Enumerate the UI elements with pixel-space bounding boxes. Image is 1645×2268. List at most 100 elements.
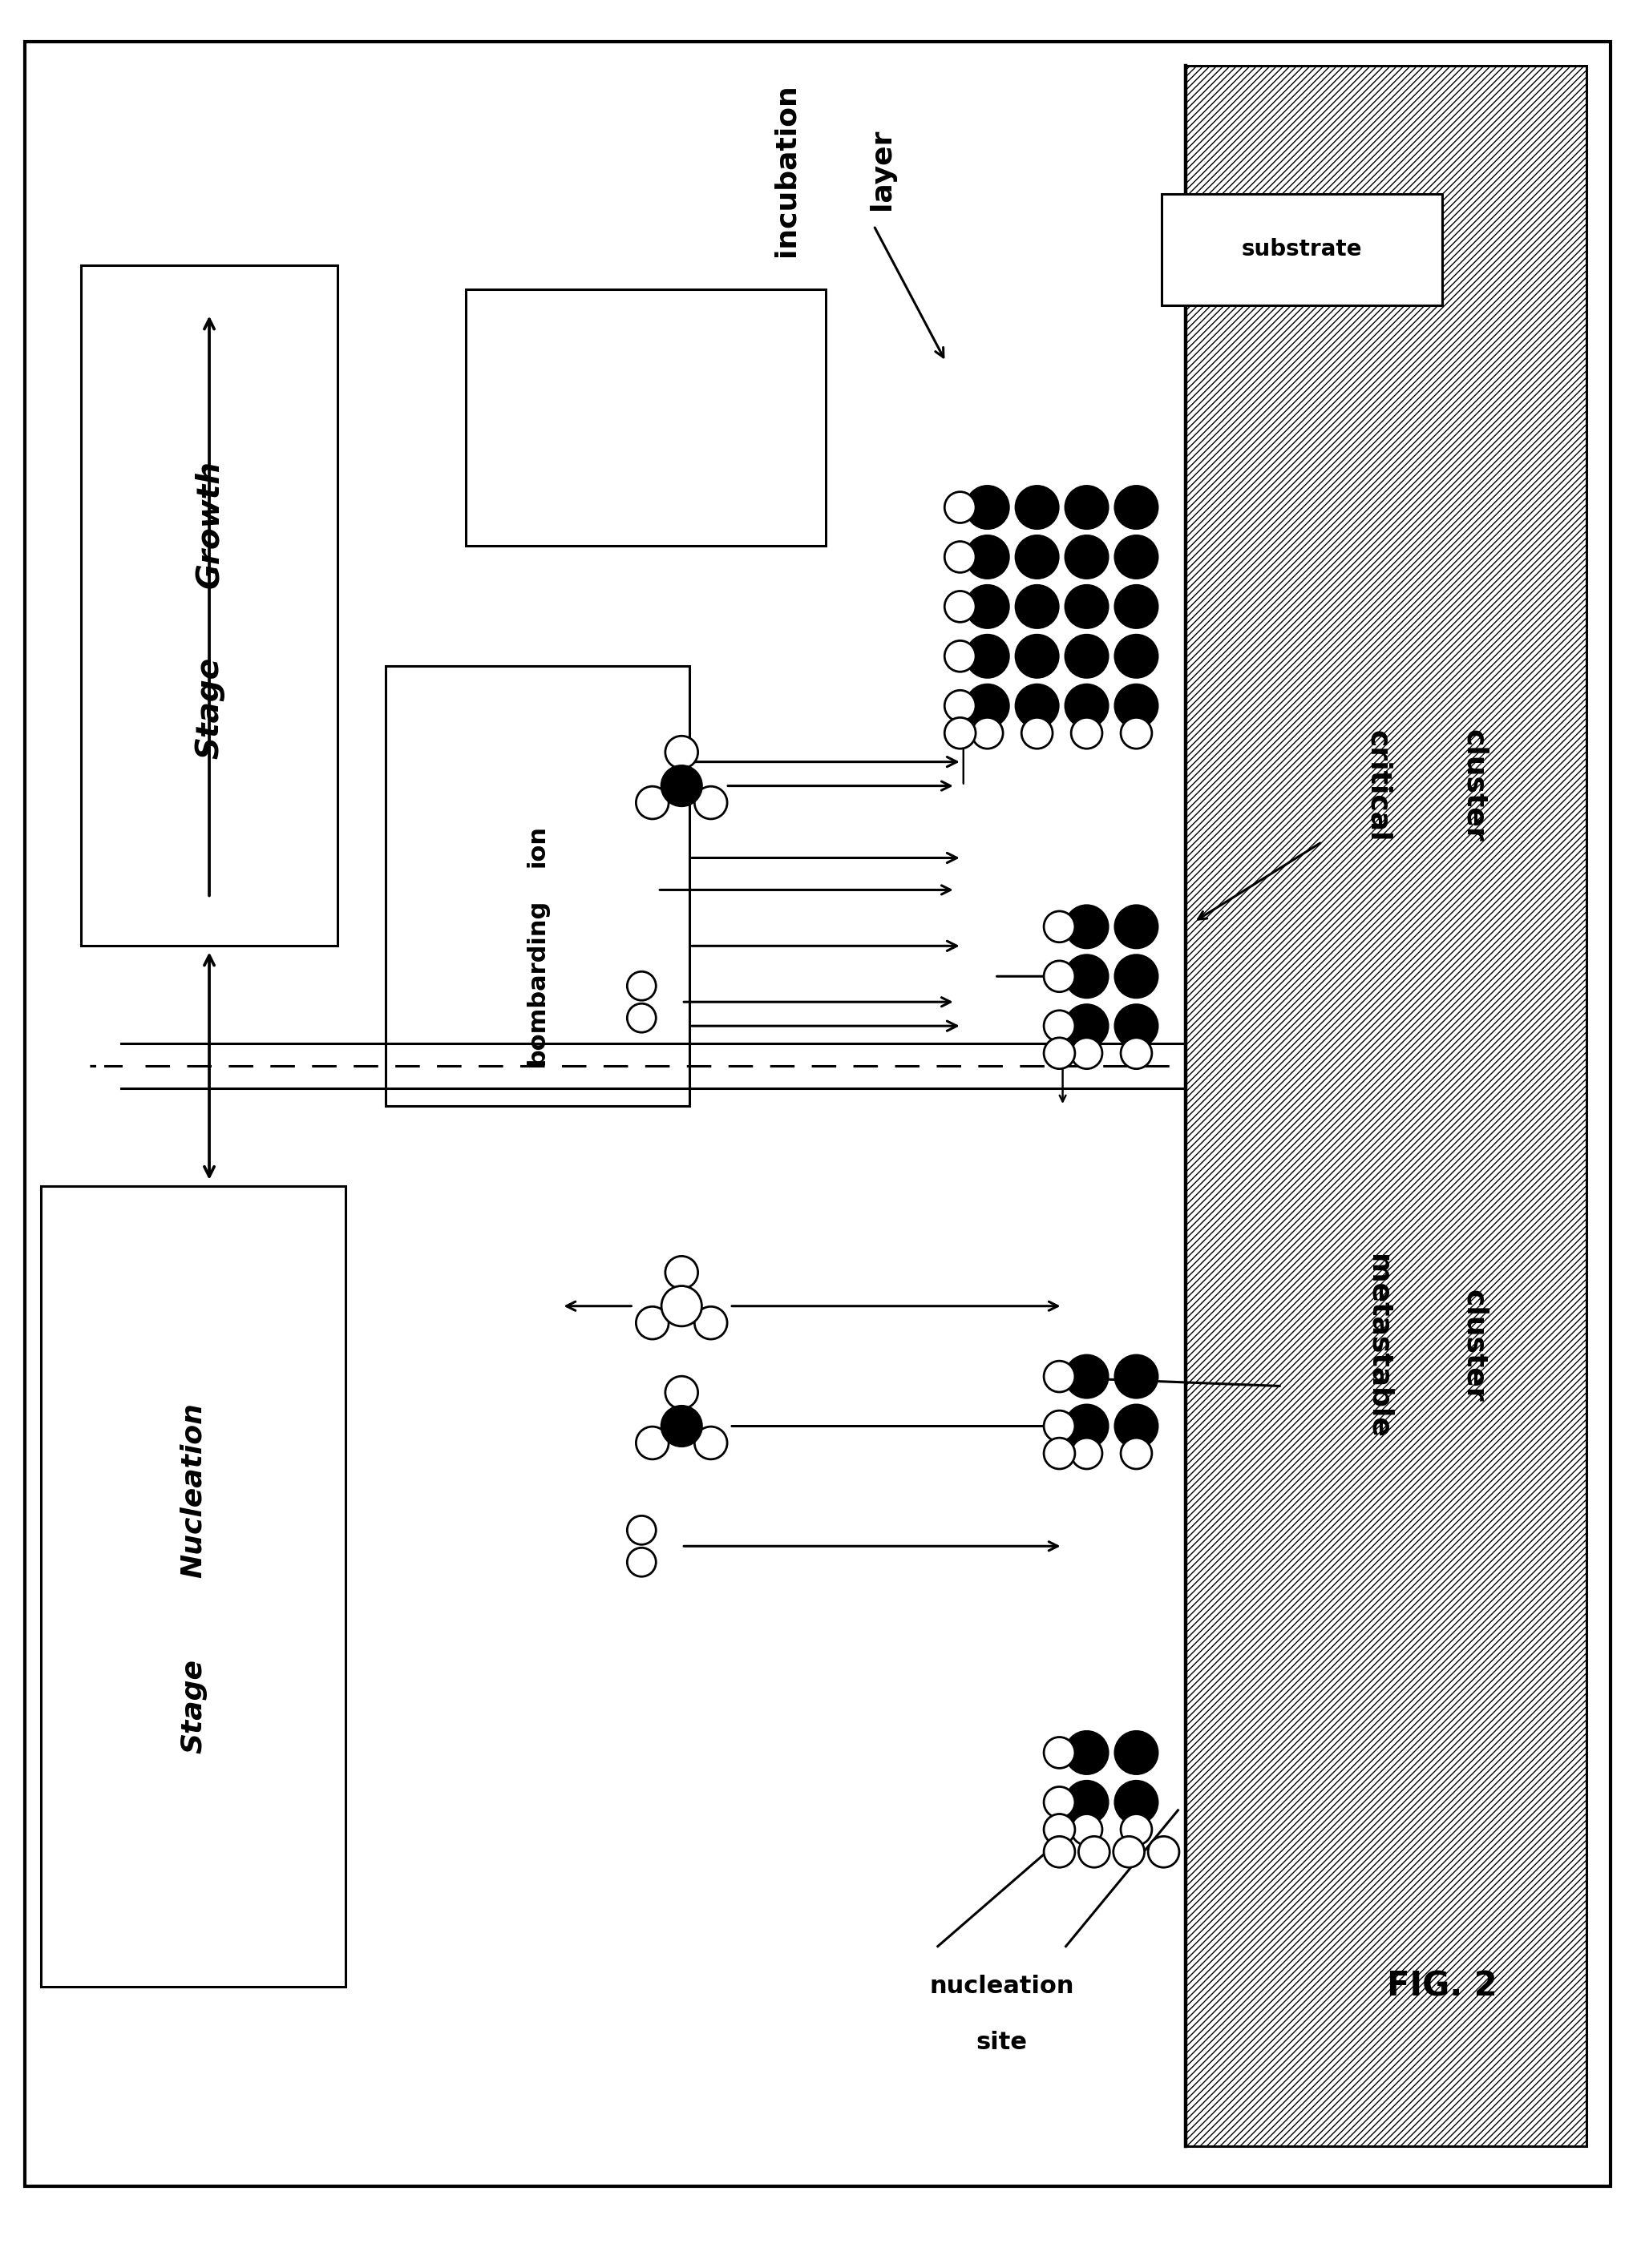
Circle shape — [661, 767, 702, 805]
Circle shape — [1115, 1730, 1158, 1774]
Circle shape — [1045, 962, 1074, 991]
Text: Stage: Stage — [179, 1658, 207, 1753]
Circle shape — [1064, 1730, 1109, 1774]
Text: Stage: Stage — [194, 658, 224, 760]
Circle shape — [665, 1377, 697, 1408]
Circle shape — [1104, 943, 1120, 959]
Circle shape — [694, 787, 727, 819]
Circle shape — [1015, 685, 1059, 728]
Bar — [385, 667, 689, 1107]
Text: substrate: substrate — [1242, 238, 1362, 261]
Circle shape — [1120, 1438, 1152, 1470]
Circle shape — [1045, 1012, 1074, 1041]
Circle shape — [972, 717, 1003, 748]
Text: critical: critical — [1364, 730, 1392, 841]
Circle shape — [694, 1427, 727, 1458]
Circle shape — [1104, 674, 1120, 689]
Bar — [1186, 66, 1586, 2146]
Circle shape — [1015, 485, 1059, 528]
Circle shape — [1064, 685, 1109, 728]
Circle shape — [1045, 1837, 1074, 1867]
Circle shape — [1071, 1438, 1102, 1470]
Circle shape — [627, 1547, 656, 1576]
Bar — [41, 1186, 345, 1987]
Circle shape — [1064, 535, 1109, 578]
Circle shape — [1054, 524, 1071, 540]
Circle shape — [1045, 912, 1074, 941]
Circle shape — [1104, 574, 1120, 590]
Circle shape — [1071, 1814, 1102, 1846]
Circle shape — [665, 1256, 697, 1288]
Text: layer: layer — [869, 129, 895, 211]
Circle shape — [1064, 1404, 1109, 1447]
Circle shape — [1115, 635, 1158, 678]
Text: metastable: metastable — [1364, 1254, 1392, 1438]
Circle shape — [1045, 1039, 1074, 1068]
Circle shape — [637, 1427, 668, 1458]
Circle shape — [1064, 635, 1109, 678]
Circle shape — [1015, 585, 1059, 628]
Circle shape — [944, 717, 975, 748]
Text: FIG. 2: FIG. 2 — [1387, 1969, 1497, 2003]
Text: nucleation: nucleation — [929, 1975, 1074, 1998]
Circle shape — [1115, 905, 1158, 948]
Circle shape — [944, 640, 975, 671]
Circle shape — [1003, 524, 1020, 540]
Circle shape — [1115, 1404, 1158, 1447]
Circle shape — [966, 485, 1008, 528]
Text: -: - — [89, 1057, 97, 1075]
Circle shape — [1079, 1837, 1110, 1867]
Circle shape — [627, 1515, 656, 1545]
Text: Nucleation: Nucleation — [179, 1402, 207, 1579]
Circle shape — [1015, 535, 1059, 578]
Circle shape — [1045, 1361, 1074, 1393]
Text: ion: ion — [526, 826, 549, 866]
Text: Growth: Growth — [194, 460, 224, 587]
Circle shape — [1115, 535, 1158, 578]
Bar — [466, 290, 826, 547]
Circle shape — [1115, 485, 1158, 528]
Text: cluster: cluster — [1461, 1290, 1487, 1402]
Circle shape — [1003, 624, 1020, 640]
Circle shape — [1064, 955, 1109, 998]
Circle shape — [1022, 717, 1053, 748]
Circle shape — [944, 542, 975, 572]
Circle shape — [1115, 1005, 1158, 1048]
Circle shape — [1071, 717, 1102, 748]
Circle shape — [1120, 717, 1152, 748]
Circle shape — [1120, 1039, 1152, 1068]
Circle shape — [665, 735, 697, 769]
Circle shape — [1104, 1393, 1120, 1408]
Circle shape — [1015, 635, 1059, 678]
Circle shape — [1045, 1787, 1074, 1819]
Circle shape — [1115, 585, 1158, 628]
Bar — [1161, 193, 1443, 306]
Text: incubation: incubation — [772, 84, 799, 256]
Circle shape — [1045, 1411, 1074, 1442]
Circle shape — [661, 1406, 702, 1447]
Text: cluster: cluster — [1461, 730, 1487, 841]
Circle shape — [1064, 905, 1109, 948]
Circle shape — [1104, 524, 1120, 540]
Circle shape — [637, 787, 668, 819]
Circle shape — [944, 689, 975, 721]
Circle shape — [966, 585, 1008, 628]
Circle shape — [966, 535, 1008, 578]
Circle shape — [1120, 1814, 1152, 1846]
Circle shape — [1045, 1814, 1074, 1846]
Text: bombarding: bombarding — [526, 898, 549, 1066]
Circle shape — [966, 635, 1008, 678]
Circle shape — [637, 1306, 668, 1338]
Circle shape — [1104, 624, 1120, 640]
Circle shape — [1114, 1837, 1145, 1867]
Circle shape — [1115, 1354, 1158, 1397]
Text: site: site — [975, 2030, 1028, 2055]
Circle shape — [694, 1306, 727, 1338]
Circle shape — [1071, 1039, 1102, 1068]
Circle shape — [1115, 955, 1158, 998]
Circle shape — [1045, 1737, 1074, 1769]
Circle shape — [627, 971, 656, 1000]
Circle shape — [1054, 674, 1071, 689]
Circle shape — [1104, 1769, 1120, 1785]
Circle shape — [1054, 574, 1071, 590]
